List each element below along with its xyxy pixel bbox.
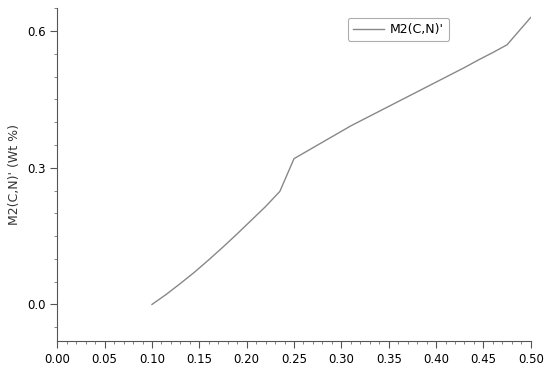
M2(C,N)' — [475, 58, 482, 62]
M2(C,N)' — [418, 87, 425, 92]
M2(C,N)' — [433, 80, 439, 85]
M2(C,N)' — [333, 132, 340, 136]
Line: M2(C,N)': M2(C,N)' — [152, 18, 530, 304]
M2(C,N)' — [205, 258, 212, 262]
M2(C,N)' — [447, 73, 454, 77]
M2(C,N)' — [404, 95, 411, 99]
M2(C,N)' — [461, 65, 468, 70]
M2(C,N)' — [490, 50, 496, 55]
M2(C,N)' — [319, 140, 326, 144]
M2(C,N)' — [291, 156, 298, 161]
M2(C,N)' — [234, 232, 241, 236]
M2(C,N)' — [376, 109, 383, 114]
M2(C,N)' — [277, 189, 283, 194]
M2(C,N)' — [177, 281, 184, 286]
Y-axis label: M2(C,N)' (Wt %): M2(C,N)' (Wt %) — [8, 124, 22, 225]
M2(C,N)' — [192, 270, 198, 274]
M2(C,N)' — [220, 245, 226, 249]
Legend: M2(C,N)': M2(C,N)' — [348, 18, 449, 41]
M2(C,N)' — [348, 124, 354, 128]
M2(C,N)' — [362, 116, 368, 121]
M2(C,N)' — [262, 204, 269, 209]
M2(C,N)' — [390, 102, 397, 106]
M2(C,N)' — [527, 15, 534, 20]
M2(C,N)' — [305, 148, 311, 153]
M2(C,N)' — [163, 292, 169, 297]
M2(C,N)' — [248, 218, 254, 223]
M2(C,N)' — [148, 302, 155, 307]
M2(C,N)' — [504, 43, 511, 47]
